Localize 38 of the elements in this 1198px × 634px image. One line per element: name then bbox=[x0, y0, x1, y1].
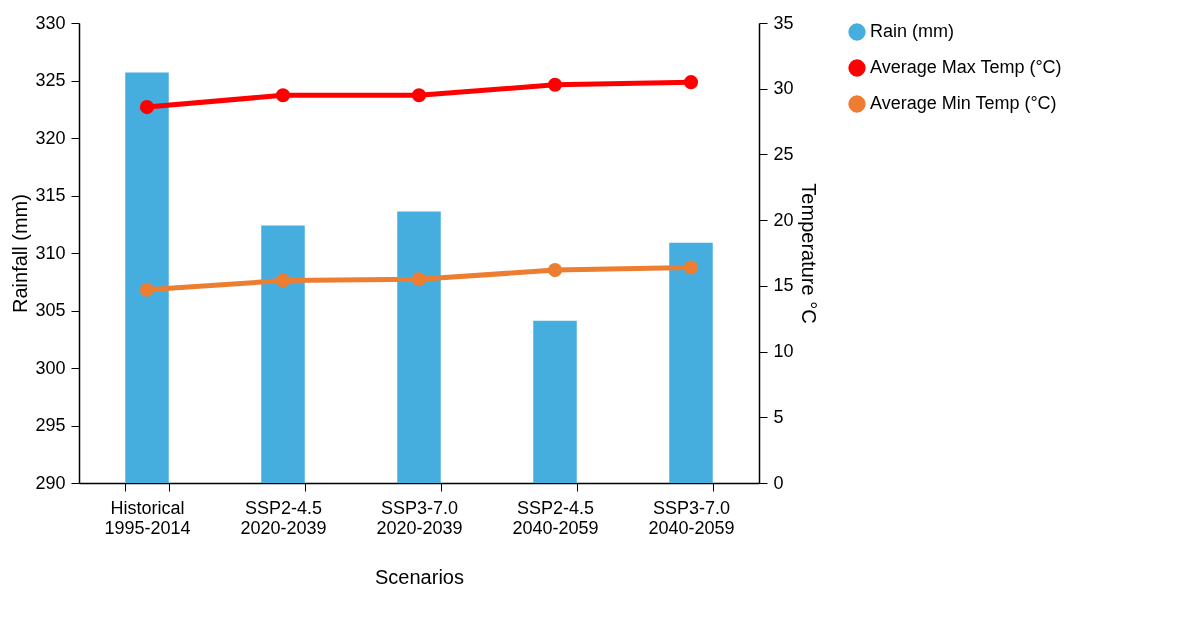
point bbox=[683, 75, 699, 90]
x-tick-label: Historical 1995-2014 bbox=[104, 497, 191, 538]
y2-tick-label: 10 bbox=[773, 341, 794, 362]
y-tick-label: 290 bbox=[35, 472, 66, 493]
point bbox=[275, 88, 291, 103]
y2-tick-label: 0 bbox=[773, 472, 784, 493]
y-tick-label: 305 bbox=[35, 300, 66, 320]
x-axis-title: Scenarios bbox=[375, 565, 464, 588]
y-tick-label: 300 bbox=[35, 357, 66, 378]
legend-label: Average Min Temp (°C) bbox=[870, 93, 1057, 113]
legend-label: Rain (mm) bbox=[870, 21, 954, 41]
point bbox=[411, 88, 427, 103]
x-tick-label: SSP2-4.5 2020-2039 bbox=[240, 497, 327, 538]
point bbox=[683, 260, 699, 275]
point bbox=[275, 273, 291, 288]
y-tick-label: 330 bbox=[35, 12, 66, 33]
y-tick-label: 310 bbox=[35, 242, 66, 263]
x-tick-label: SSP3-7.0 2040-2059 bbox=[648, 497, 735, 538]
y-tick-label: 295 bbox=[35, 415, 66, 435]
y2-axis-title: Temperature °C bbox=[797, 183, 820, 324]
x-tick-label: SSP3-7.0 2020-2039 bbox=[376, 497, 463, 538]
y-tick-label: 325 bbox=[35, 70, 66, 90]
x-tick-label: SSP2-4.5 2040-2059 bbox=[512, 497, 599, 538]
y-axis-title: Rainfall (mm) bbox=[9, 194, 32, 313]
point bbox=[547, 263, 563, 278]
y2-tick-label: 15 bbox=[773, 275, 794, 296]
point bbox=[547, 77, 563, 92]
y-tick-label: 315 bbox=[35, 185, 66, 205]
y2-tick-label: 25 bbox=[773, 143, 794, 164]
legend-label: Average Max Temp (°C) bbox=[870, 57, 1062, 77]
y2-tick-label: 30 bbox=[773, 78, 794, 99]
y-tick-label: 320 bbox=[35, 127, 66, 148]
y2-tick-label: 20 bbox=[773, 209, 794, 230]
point bbox=[139, 100, 155, 115]
y2-tick-label: 35 bbox=[773, 12, 794, 33]
point bbox=[411, 272, 427, 287]
y2-tick-label: 5 bbox=[773, 406, 784, 427]
point bbox=[139, 282, 155, 297]
